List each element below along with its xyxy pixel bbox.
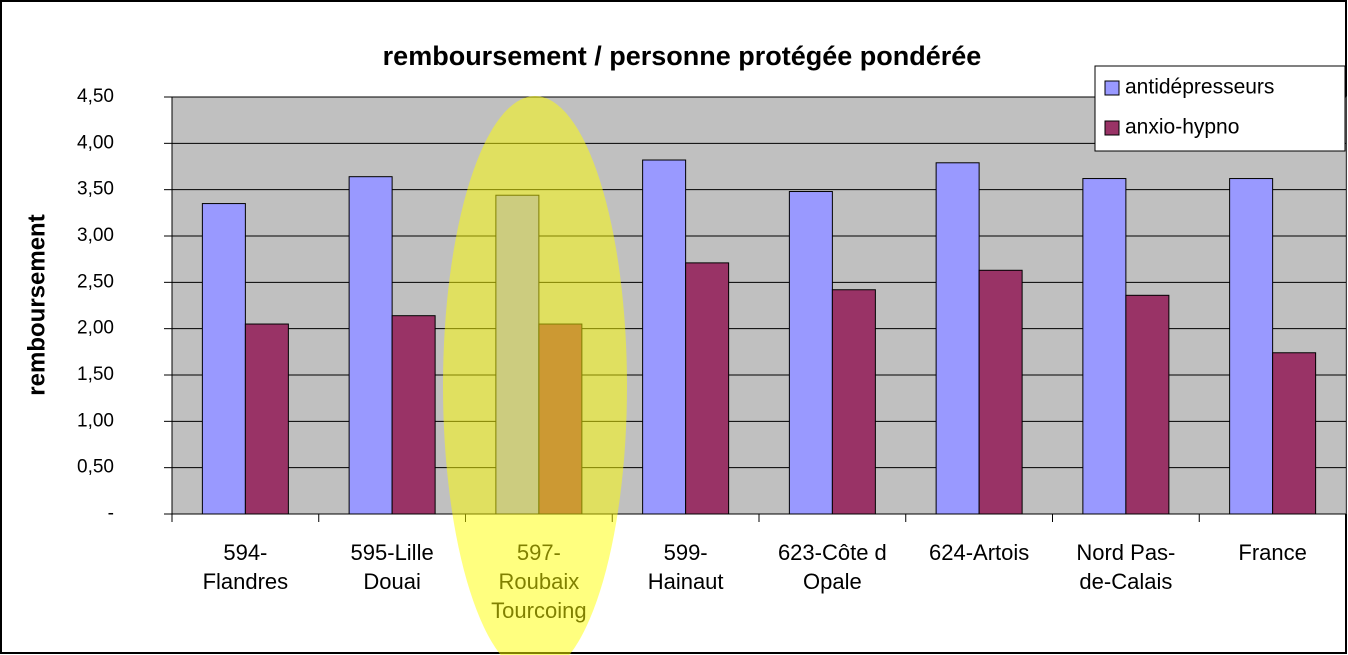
x-tick-label: 599- Hainaut <box>647 540 724 594</box>
y-tick-label: 1,00 <box>77 410 114 431</box>
legend-swatch <box>1104 120 1120 136</box>
y-tick-label: 1,50 <box>77 364 114 385</box>
bar <box>1229 178 1274 515</box>
bar <box>1272 352 1317 515</box>
plot-area <box>171 96 1347 515</box>
bar <box>831 289 876 515</box>
y-tick-label: 4,00 <box>77 132 114 153</box>
bar <box>685 262 730 515</box>
y-tick-label: 2,00 <box>77 318 114 339</box>
bar <box>978 269 1023 515</box>
bar <box>348 176 393 515</box>
x-tick-label: 595-Lille Douai <box>350 540 434 594</box>
legend-label: antidépresseurs <box>1125 76 1274 99</box>
x-tick-label: France <box>1238 540 1307 565</box>
legend-label: anxio-hypno <box>1125 116 1239 139</box>
x-tick-label: 597- Roubaix Tourcoing <box>491 540 587 623</box>
x-tick-label: 624-Artois <box>928 540 1030 565</box>
y-tick-label: 3,00 <box>77 225 114 246</box>
bar <box>495 194 540 515</box>
bar <box>244 323 289 515</box>
bar <box>788 191 833 515</box>
bar <box>538 323 583 515</box>
bar <box>642 159 687 515</box>
y-tick-label: 2,50 <box>77 271 114 292</box>
x-tick-label: 594- Flandres <box>202 540 289 594</box>
bar <box>1125 294 1170 515</box>
bar <box>201 203 246 515</box>
y-tick-label: 4,50 <box>77 86 114 107</box>
bar <box>391 315 436 515</box>
y-tick-label: - <box>108 503 114 524</box>
legend-box <box>1094 65 1346 152</box>
y-axis-label: remboursement <box>23 214 50 395</box>
bar <box>1082 178 1127 515</box>
y-tick-label: 3,50 <box>77 179 114 200</box>
x-tick-label: 623-Côte d Opale <box>777 540 887 594</box>
y-tick-label: 0,50 <box>77 457 114 478</box>
legend-swatch <box>1104 80 1120 96</box>
chart-title: remboursement / personne protégée pondér… <box>383 41 982 71</box>
bar <box>935 162 980 515</box>
x-tick-label: Nord Pas- de-Calais <box>1076 540 1176 594</box>
